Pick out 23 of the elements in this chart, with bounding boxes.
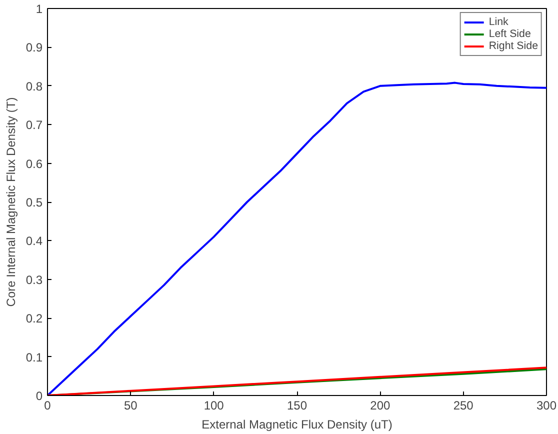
legend-label: Right Side xyxy=(488,40,538,52)
y-tick-label: 0.4 xyxy=(26,234,43,248)
x-tick-label: 200 xyxy=(370,398,391,412)
y-tick-label: 0.8 xyxy=(26,79,43,94)
x-tick-label: 300 xyxy=(536,398,557,412)
y-tick-label: 0.7 xyxy=(26,118,43,132)
legend-label: Link xyxy=(488,16,509,28)
y-tick-label: 0.3 xyxy=(26,272,43,287)
y-tick-label: 0.1 xyxy=(26,350,43,364)
y-tick-label: 0.2 xyxy=(26,312,43,326)
x-tick-label: 100 xyxy=(204,398,224,412)
y-tick-label: 0.6 xyxy=(26,156,43,171)
legend-label: Left Side xyxy=(488,28,531,40)
x-tick-label: 50 xyxy=(124,398,138,412)
x-tick-label: 250 xyxy=(453,398,474,412)
x-tick-label: 150 xyxy=(286,398,308,412)
x-tick-label: 0 xyxy=(44,398,52,412)
y-tick-label: 0 xyxy=(36,389,43,403)
y-tick-label: 0.9 xyxy=(26,40,43,55)
y-tick-label: 0.5 xyxy=(26,196,43,210)
y-tick-label: 1 xyxy=(36,2,43,16)
y-axis-title: Core Internal Magnetic Flux Density (T) xyxy=(4,97,18,307)
x-axis-title: External Magnetic Flux Density (uT) xyxy=(202,418,392,432)
